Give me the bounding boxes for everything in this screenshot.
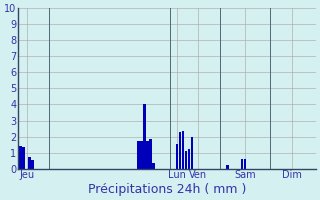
Bar xyxy=(143,104,146,169)
Bar xyxy=(28,157,31,169)
Bar xyxy=(226,165,228,169)
Bar xyxy=(31,160,34,169)
Bar xyxy=(176,144,179,169)
Bar xyxy=(138,141,140,169)
Bar xyxy=(152,163,155,169)
Bar xyxy=(188,149,190,169)
Bar xyxy=(149,139,152,169)
Bar xyxy=(22,147,25,169)
Bar xyxy=(182,131,184,169)
Bar xyxy=(179,132,181,169)
Bar xyxy=(241,159,244,169)
Bar xyxy=(185,151,187,169)
Bar xyxy=(191,137,193,169)
Bar xyxy=(140,141,143,169)
Bar xyxy=(20,146,22,169)
Bar xyxy=(146,141,149,169)
X-axis label: Précipitations 24h ( mm ): Précipitations 24h ( mm ) xyxy=(88,183,246,196)
Bar xyxy=(244,159,246,169)
